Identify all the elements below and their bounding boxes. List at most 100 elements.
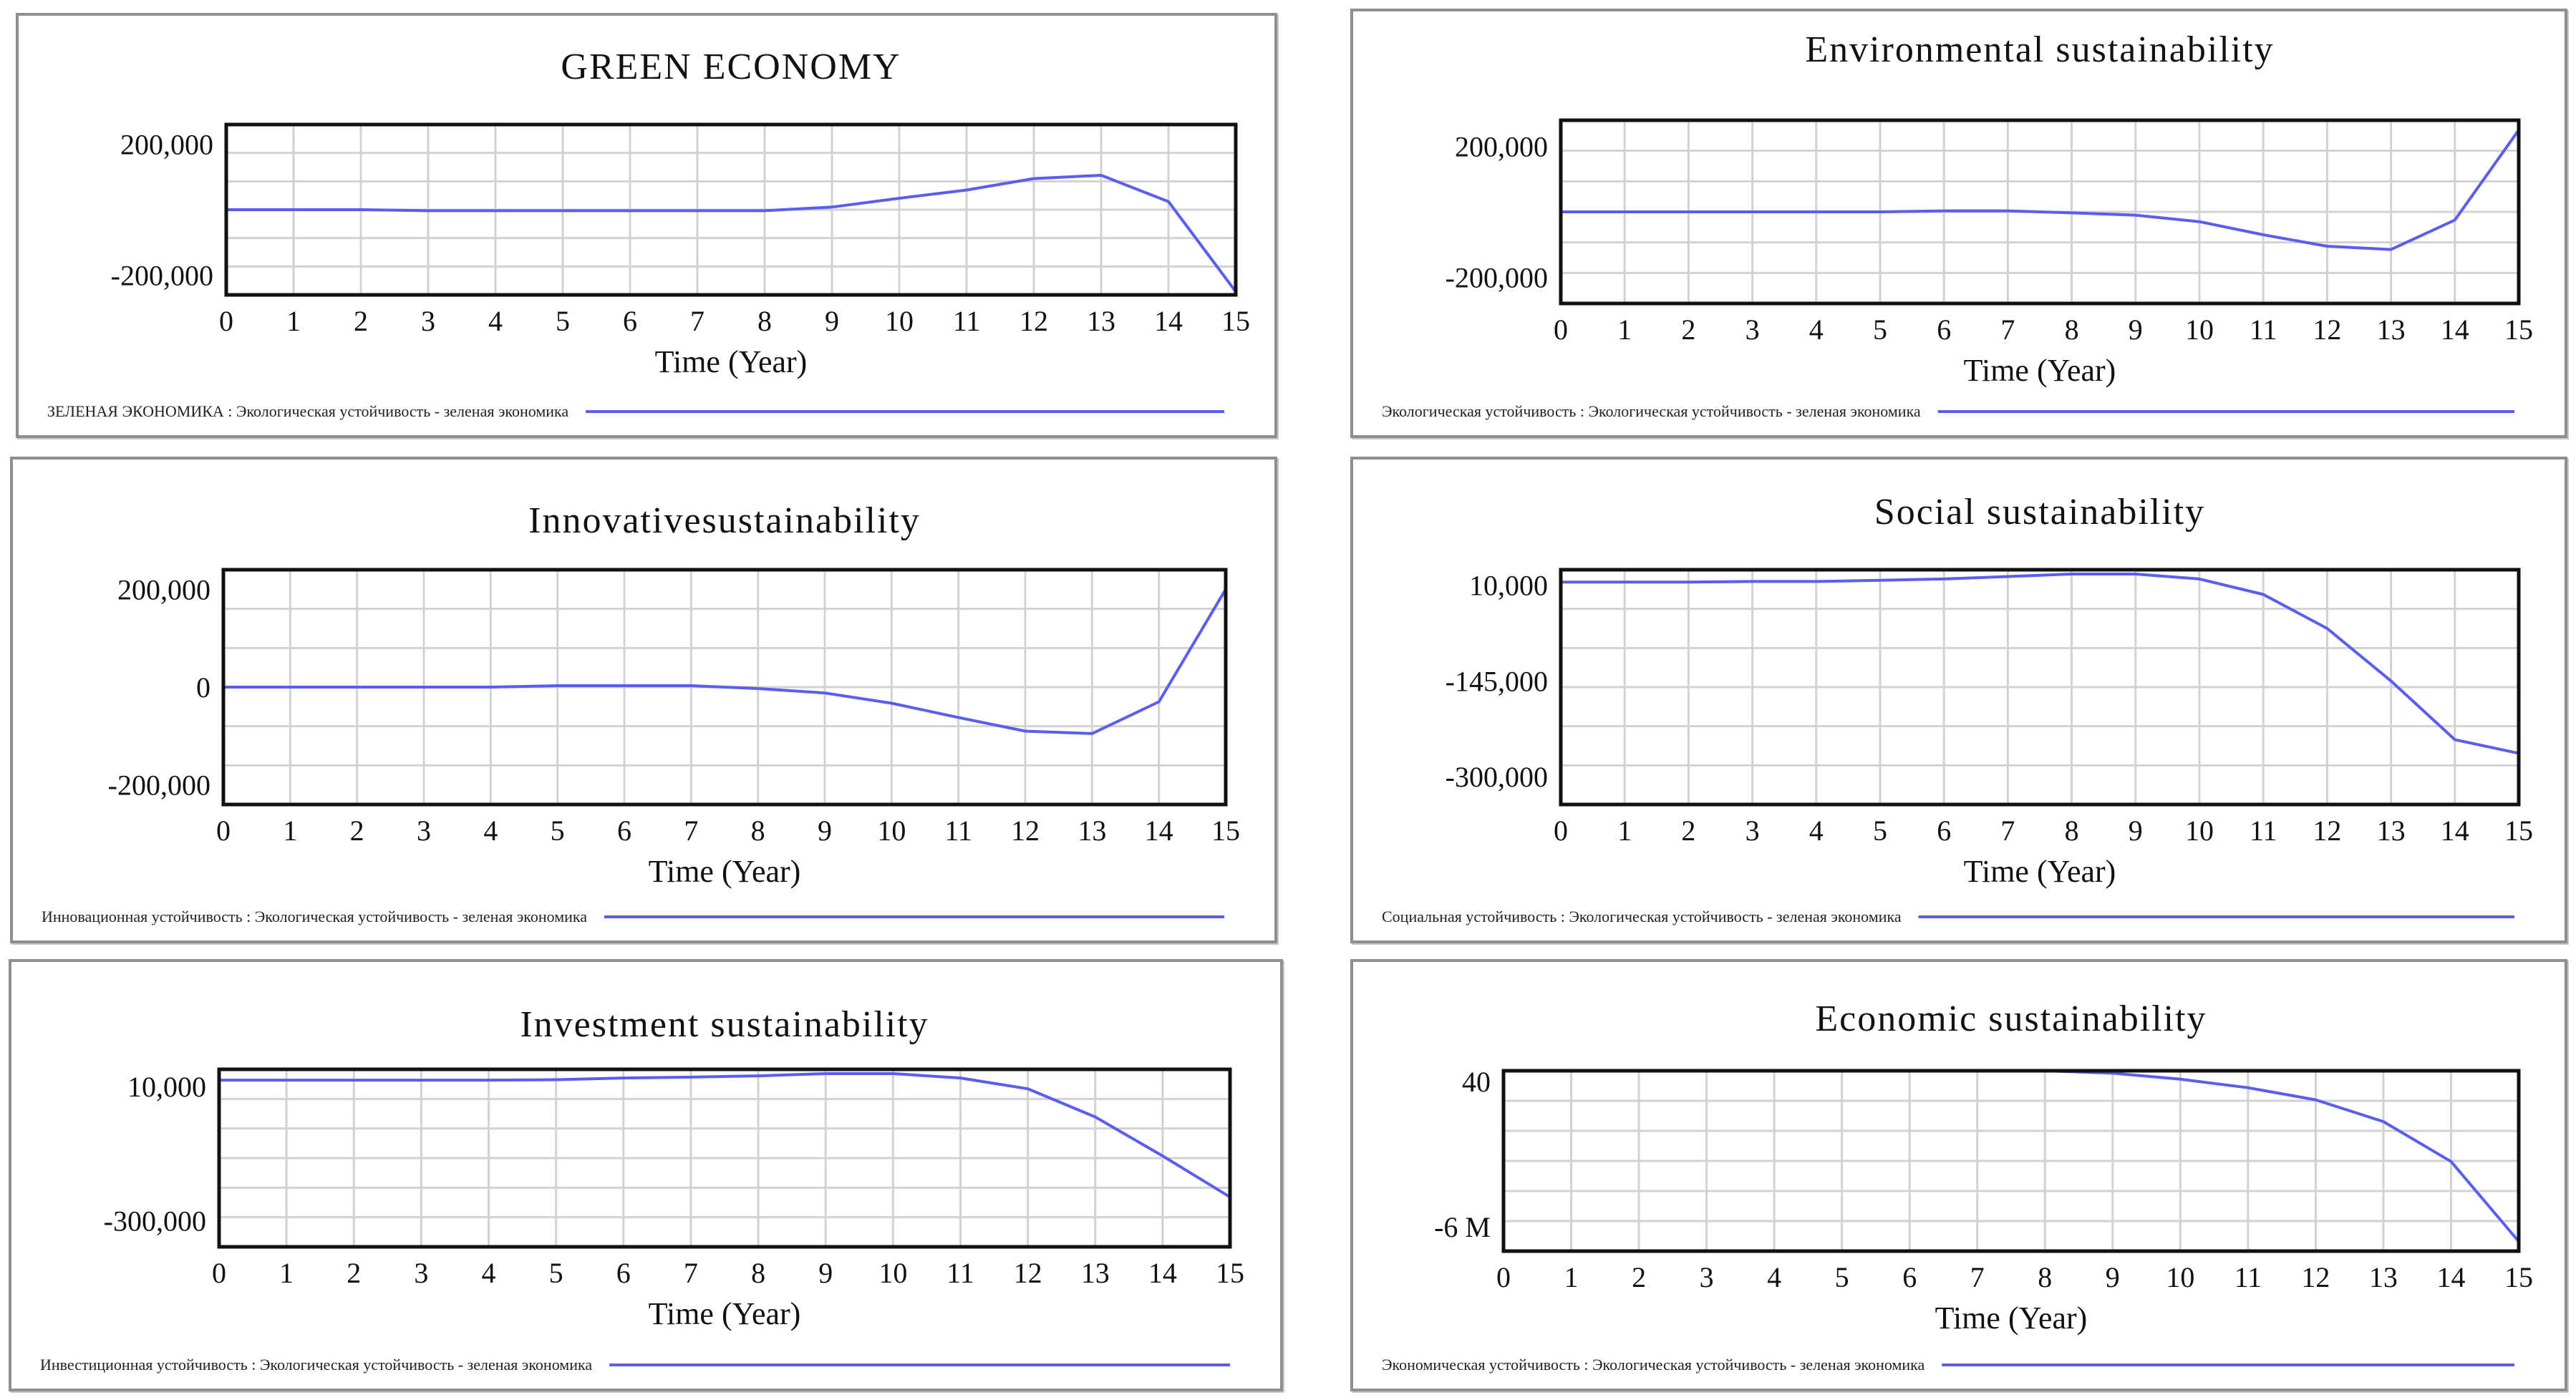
series-line-0 — [1561, 129, 2520, 251]
x-tick-label: 15 — [2504, 815, 2533, 847]
x-tick-label: 0 — [1554, 313, 1568, 346]
x-tick-label: 14 — [2441, 313, 2469, 346]
x-tick-label: 5 — [549, 1257, 563, 1289]
x-tick-label: 2 — [1632, 1261, 1646, 1293]
x-tick-label: 3 — [421, 305, 435, 337]
x-tick-label: 3 — [1745, 313, 1760, 346]
x-tick-label: 4 — [1809, 313, 1824, 346]
y-tick-label: -200,000 — [1446, 261, 1548, 293]
chart-title: Innovativesustainability — [528, 500, 921, 541]
y-tick-label: 40 — [1462, 1066, 1491, 1098]
x-tick-label: 8 — [751, 1257, 765, 1289]
x-tick-label: 10 — [877, 815, 906, 847]
x-tick-label: 14 — [2441, 815, 2469, 847]
x-tick-label: 13 — [1081, 1257, 1110, 1289]
x-tick-label: 12 — [2313, 313, 2341, 346]
x-tick-label: 5 — [1873, 313, 1887, 346]
x-tick-label: 5 — [556, 305, 570, 337]
x-tick-label: 14 — [1145, 815, 1173, 847]
x-tick-label: 11 — [944, 815, 972, 847]
x-tick-label: 13 — [1078, 815, 1106, 847]
x-tick-label: 6 — [1937, 815, 1951, 847]
plot-frame — [224, 122, 1238, 297]
x-tick-label: 1 — [1564, 1261, 1579, 1293]
x-tick-label: 4 — [1767, 1261, 1781, 1293]
y-tick-label: -200,000 — [111, 260, 213, 292]
x-tick-label: 7 — [690, 305, 704, 337]
x-tick-label: 11 — [946, 1257, 974, 1289]
x-tick-label: 9 — [2129, 313, 2143, 346]
x-tick-label: 11 — [2234, 1261, 2262, 1293]
series-line-0 — [226, 173, 1237, 293]
x-tick-label: 11 — [2250, 313, 2277, 346]
y-tick-label: 0 — [196, 671, 210, 704]
x-tick-label: 7 — [2000, 815, 2015, 847]
x-tick-label: 7 — [684, 1257, 698, 1289]
x-tick-label: 9 — [2106, 1261, 2120, 1293]
x-tick-label: 6 — [616, 1257, 631, 1289]
x-tick-label: 1 — [1617, 313, 1632, 346]
x-tick-label: 1 — [283, 815, 297, 847]
x-axis-label: Time (Year) — [649, 854, 801, 889]
chart-panel-social: Social sustainability 0 1 2 3 4 5 6 7 8 9 10 11 12 13 1… — [1350, 457, 2567, 943]
x-tick-label: 15 — [1216, 1257, 1244, 1289]
x-tick-label: 12 — [2313, 815, 2341, 847]
grid-lines — [218, 1069, 1231, 1247]
x-tick-label: 3 — [417, 815, 431, 847]
x-tick-label: 12 — [1011, 815, 1040, 847]
plot-frame — [1559, 118, 2521, 306]
x-tick-label: 15 — [1221, 305, 1250, 337]
x-tick-label: 10 — [878, 1257, 907, 1289]
x-tick-label: 8 — [751, 815, 765, 847]
y-tick-label: -300,000 — [1446, 761, 1548, 793]
x-tick-label: 10 — [2185, 815, 2214, 847]
x-tick-label: 14 — [1148, 1257, 1177, 1289]
x-tick-label: 7 — [2000, 313, 2015, 346]
y-tick-label: -145,000 — [1446, 665, 1548, 697]
x-tick-label: 7 — [684, 815, 698, 847]
x-tick-label: 2 — [347, 1257, 361, 1289]
x-tick-label: 1 — [1617, 815, 1632, 847]
chart-title: Environmental sustainability — [1805, 29, 2274, 70]
y-tick-label: -300,000 — [104, 1205, 206, 1238]
x-tick-label: 2 — [354, 305, 368, 337]
x-tick-label: 13 — [2369, 1261, 2398, 1293]
x-tick-label: 10 — [2185, 313, 2214, 346]
chart-panel-environmental: Environmental sustainability 0 1 2 3 4 5 6 7 8 9 10… — [1350, 9, 2567, 438]
x-tick-label: 15 — [1211, 815, 1240, 847]
x-tick-label: 4 — [482, 1257, 496, 1289]
x-tick-label: 3 — [1745, 815, 1760, 847]
x-tick-label: 15 — [2504, 313, 2533, 346]
chart-panel-innovative: Innovativesustainability 0 1 2 3 4 5 6 7 8 9 10 11 12… — [10, 457, 1277, 943]
series-line-0 — [223, 588, 1227, 735]
x-tick-label: 8 — [2065, 815, 2079, 847]
chart-title: GREEN ECONOMY — [561, 47, 901, 87]
chart-panel-economic: Economic sustainability 0 1 2 3 4 5 6 7 8 9 10 11 12 1… — [1350, 959, 2567, 1391]
x-tick-label: 0 — [1554, 815, 1568, 847]
x-tick-label: 0 — [212, 1257, 226, 1289]
x-tick-label: 2 — [350, 815, 364, 847]
series-line-0 — [1561, 573, 2519, 755]
x-tick-label: 2 — [1681, 815, 1695, 847]
y-tick-label: 10,000 — [1469, 570, 1548, 602]
x-tick-label: 10 — [2166, 1261, 2194, 1293]
x-tick-label: 4 — [488, 305, 503, 337]
grid-lines — [1559, 570, 2520, 804]
x-tick-label: 4 — [483, 815, 498, 847]
grid-lines — [1502, 1071, 2520, 1251]
x-tick-label: 3 — [414, 1257, 428, 1289]
series-line-0 — [1504, 1069, 2520, 1243]
x-tick-label: 13 — [1087, 305, 1115, 337]
x-tick-label: 9 — [825, 305, 839, 337]
x-tick-label: 0 — [219, 305, 233, 337]
plot-frame — [1559, 568, 2521, 807]
legend-label: Экономическая устойчивость : Экологическ… — [1382, 1356, 1924, 1374]
x-tick-label: 2 — [1681, 313, 1695, 346]
x-tick-label: 5 — [1835, 1261, 1849, 1293]
x-tick-label: 5 — [551, 815, 565, 847]
legend-label: Социальная устойчивость : Экологическая … — [1382, 908, 1902, 925]
x-tick-label: 4 — [1809, 815, 1824, 847]
x-axis-label: Time (Year) — [649, 1296, 801, 1331]
